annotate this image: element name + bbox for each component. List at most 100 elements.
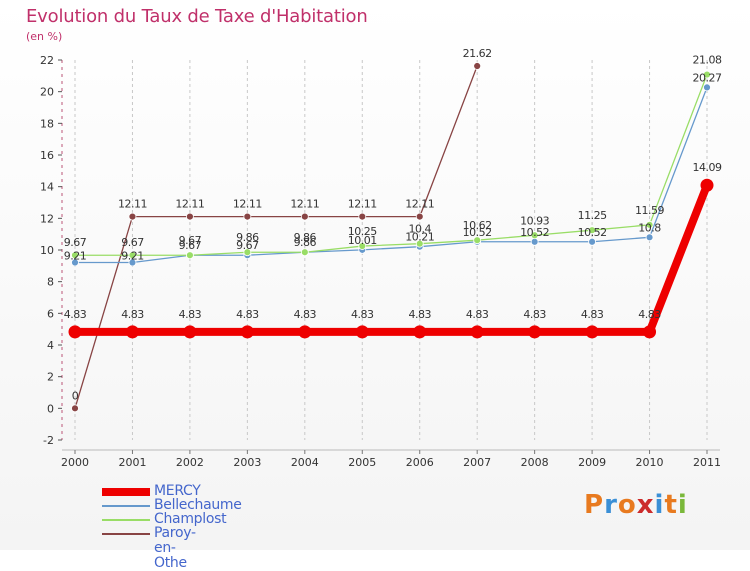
data-label-mercy: 4.83 xyxy=(351,308,374,321)
x-tick-label: 2000 xyxy=(61,456,89,469)
x-tick-label: 2009 xyxy=(578,456,606,469)
data-point-paroy-en-othe xyxy=(415,212,424,221)
legend-label-champlost: Champlost xyxy=(154,511,227,527)
data-label-mercy: 4.83 xyxy=(236,308,259,321)
data-point-paroy-en-othe xyxy=(71,404,79,413)
data-label-paroy-en-othe: 12.11 xyxy=(175,198,204,211)
y-tick-label: 2 xyxy=(47,371,54,384)
chart-frame xyxy=(0,0,750,550)
x-tick-label: 2001 xyxy=(118,456,146,469)
data-label-bellechaume: 10.21 xyxy=(405,231,434,244)
data-label-champlost: 9.67 xyxy=(121,236,144,249)
data-point-champlost xyxy=(645,220,654,229)
data-label-mercy: 4.83 xyxy=(581,308,604,321)
data-point-paroy-en-othe xyxy=(473,62,482,70)
data-label-paroy-en-othe: 12.11 xyxy=(118,198,147,211)
data-point-champlost xyxy=(128,251,137,260)
data-point-bellechaume xyxy=(645,233,654,242)
data-point-champlost xyxy=(530,231,539,240)
x-tick-label: 2004 xyxy=(291,456,319,469)
chart-title: Evolution du Taux de Taxe d'Habitation xyxy=(26,6,368,27)
data-label-paroy-en-othe: 12.11 xyxy=(405,198,434,211)
series-line-champlost xyxy=(74,73,708,256)
data-point-paroy-en-othe xyxy=(186,212,194,221)
data-point-bellechaume xyxy=(588,237,596,246)
data-label-champlost: 9.67 xyxy=(179,234,202,247)
legend-swatch-mercy xyxy=(102,488,150,496)
data-point-bellechaume xyxy=(703,83,711,92)
proxiti-logo: Proxiti xyxy=(584,490,688,520)
data-point-paroy-en-othe xyxy=(243,212,252,221)
y-tick-label: 4 xyxy=(47,339,54,352)
logo-letter: o xyxy=(617,490,637,520)
data-point-paroy-en-othe xyxy=(128,212,137,221)
data-label-champlost: 10.93 xyxy=(520,214,549,227)
series-line-mercy xyxy=(71,181,711,336)
data-label-bellechaume: 10.52 xyxy=(578,226,607,239)
data-point-paroy-en-othe xyxy=(358,212,367,221)
data-label-mercy: 4.83 xyxy=(408,308,431,321)
data-label-bellechaume: 10.52 xyxy=(463,226,492,239)
data-point-champlost xyxy=(703,70,711,79)
data-point-champlost xyxy=(588,226,596,235)
data-label-mercy: 4.83 xyxy=(523,308,546,321)
data-point-mercy xyxy=(470,325,484,339)
data-point-mercy xyxy=(643,325,657,339)
data-label-champlost: 11.25 xyxy=(578,209,607,222)
x-tick-label: 2007 xyxy=(463,456,491,469)
data-point-champlost xyxy=(415,239,424,248)
logo-letter: x xyxy=(636,490,655,520)
data-label-bellechaume: 10.8 xyxy=(638,221,661,234)
data-point-bellechaume xyxy=(530,237,539,246)
data-label-champlost: 10.4 xyxy=(408,223,431,236)
y-tick-label: 12 xyxy=(40,212,54,225)
data-label-champlost: 10.62 xyxy=(463,219,492,232)
data-label-bellechaume: 9.21 xyxy=(64,250,87,263)
data-label-paroy-en-othe: 0 xyxy=(72,389,79,402)
data-label-bellechaume: 10.52 xyxy=(520,226,549,239)
data-label-bellechaume: 10.01 xyxy=(348,234,377,247)
data-label-mercy: 4.83 xyxy=(294,308,317,321)
x-tick-label: 2005 xyxy=(348,456,376,469)
data-label-bellechaume: 20.27 xyxy=(693,71,722,84)
data-point-champlost xyxy=(71,251,79,260)
data-point-champlost xyxy=(300,248,309,257)
data-label-champlost: 11.59 xyxy=(635,204,664,217)
data-point-mercy xyxy=(125,325,139,339)
data-label-mercy: 4.83 xyxy=(121,308,144,321)
y-tick-label: 18 xyxy=(40,117,54,130)
legend-swatch-paroy-en-othe xyxy=(102,533,150,535)
data-point-mercy xyxy=(528,325,542,339)
data-label-paroy-en-othe: 12.11 xyxy=(290,198,319,211)
chart-subtitle: (en %) xyxy=(26,30,63,43)
y-tick-label: 20 xyxy=(40,86,54,99)
data-label-bellechaume: 9.67 xyxy=(179,239,202,252)
data-point-mercy xyxy=(585,325,599,339)
y-tick-label: 14 xyxy=(40,181,54,194)
series-line-bellechaume xyxy=(74,86,708,264)
y-tick-label: 22 xyxy=(40,54,54,67)
data-label-mercy: 14.09 xyxy=(693,161,722,174)
x-tick-label: 2003 xyxy=(233,456,261,469)
data-point-champlost xyxy=(186,251,194,260)
data-label-paroy-en-othe: 21.62 xyxy=(463,47,492,60)
y-tick-label: 0 xyxy=(47,402,54,415)
data-label-mercy: 4.83 xyxy=(64,308,87,321)
data-point-champlost xyxy=(358,242,367,250)
data-label-bellechaume: 9.21 xyxy=(121,250,144,263)
y-tick-label: 10 xyxy=(40,244,54,257)
data-point-mercy xyxy=(355,325,369,339)
legend-swatch-bellechaume xyxy=(102,505,150,507)
data-label-paroy-en-othe: 12.11 xyxy=(233,198,262,211)
data-label-champlost: 21.08 xyxy=(693,54,722,67)
data-label-champlost: 9.86 xyxy=(294,231,317,244)
data-point-mercy xyxy=(183,325,197,339)
x-tick-label: 2010 xyxy=(636,456,664,469)
x-tick-label: 2006 xyxy=(406,456,434,469)
data-point-paroy-en-othe xyxy=(300,212,309,221)
data-point-mercy xyxy=(413,325,427,339)
logo-letter: t xyxy=(664,490,678,520)
logo-letter: i xyxy=(654,490,665,520)
data-label-bellechaume: 9.86 xyxy=(294,236,317,249)
x-tick-label: 2002 xyxy=(176,456,204,469)
